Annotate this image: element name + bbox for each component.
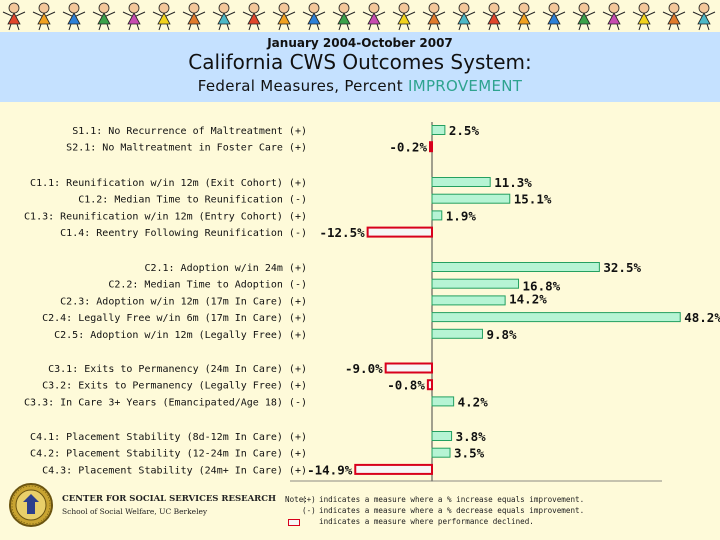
bar — [431, 447, 451, 458]
measure-label: C4.1: Placement Stability (8d-12m In Car… — [30, 432, 307, 443]
child-figure-icon — [242, 2, 266, 31]
footnote-symbol: (-) — [302, 506, 316, 515]
child-figure-icon — [692, 2, 716, 31]
child-figure-icon — [122, 2, 146, 31]
measure-label: C2.5: Adoption w/in 12m (Legally Free) (… — [54, 330, 307, 341]
measure-label: S1.1: No Recurrence of Maltreatment (+) — [72, 126, 307, 137]
kids-banner — [2, 2, 716, 31]
child-figure-icon — [182, 2, 206, 31]
child-figure-icon — [212, 2, 236, 31]
value-label: -9.0% — [345, 361, 383, 376]
bar — [431, 210, 443, 221]
bar — [431, 262, 600, 272]
value-label: 15.1% — [514, 192, 552, 207]
footer-org: CENTER FOR SOCIAL SERVICES RESEARCH — [62, 494, 277, 504]
bar — [366, 226, 433, 238]
value-label: 3.8% — [456, 429, 487, 444]
child-figure-icon — [152, 2, 176, 31]
value-label: 3.5% — [454, 446, 485, 461]
bar — [431, 177, 491, 187]
value-label: 11.3% — [494, 175, 532, 190]
child-figure-icon — [452, 2, 476, 31]
bar — [431, 312, 681, 323]
child-figure-icon — [632, 2, 656, 31]
value-label: 32.5% — [603, 260, 641, 275]
measure-label: C1.3: Reunification w/in 12m (Entry Coho… — [24, 211, 307, 222]
bar — [384, 362, 433, 374]
child-figure-icon — [422, 2, 446, 31]
child-figure-icon — [302, 2, 326, 31]
page-title: California CWS Outcomes System: — [188, 50, 532, 74]
child-figure-icon — [602, 2, 626, 31]
subtitle-prefix: Federal Measures, Percent — [197, 77, 408, 95]
measure-label: C3.2: Exits to Permanency (Legally Free)… — [42, 381, 307, 392]
measure-label: C3.1: Exits to Permanency (24m In Care) … — [48, 364, 307, 375]
value-label: 4.2% — [458, 394, 489, 409]
declined-key-icon — [288, 519, 300, 526]
bar — [431, 431, 453, 441]
measure-label: C2.2: Median Time to Adoption (-) — [108, 280, 307, 291]
child-figure-icon — [392, 2, 416, 31]
child-figure-icon — [332, 2, 356, 31]
child-figure-icon — [2, 2, 26, 31]
value-label: 1.9% — [446, 208, 477, 223]
bar — [354, 463, 434, 475]
bar — [431, 295, 506, 306]
footnote-text: indicates a measure where performance de… — [319, 517, 534, 526]
value-label: 2.5% — [449, 123, 480, 138]
footnote-text: indicates a measure where a % increase e… — [319, 495, 585, 504]
value-label: -0.8% — [387, 378, 425, 393]
child-figure-icon — [512, 2, 536, 31]
bar — [429, 141, 433, 153]
bar — [426, 379, 434, 391]
value-label: 14.2% — [509, 291, 547, 306]
child-figure-icon — [272, 2, 296, 31]
measure-label: C2.4: Legally Free w/in 6m (17m In Care)… — [42, 313, 307, 324]
child-figure-icon — [542, 2, 566, 31]
measure-label: C1.2: Median Time to Reunification (-) — [78, 195, 307, 206]
measure-label: C2.3: Adoption w/in 12m (17m In Care) (+… — [60, 296, 307, 307]
bar — [431, 125, 446, 135]
child-figure-icon — [362, 2, 386, 31]
bar — [431, 193, 511, 204]
footnote-symbol: (+) — [302, 495, 316, 504]
date-range: January 2004-October 2007 — [267, 36, 453, 50]
child-figure-icon — [32, 2, 56, 31]
value-label: 9.8% — [486, 327, 517, 342]
bar — [431, 278, 520, 289]
child-figure-icon — [62, 2, 86, 31]
child-figure-icon — [662, 2, 686, 31]
value-label: -12.5% — [319, 225, 365, 240]
value-label: -0.2% — [389, 140, 427, 155]
child-figure-icon — [92, 2, 116, 31]
header-band: January 2004-October 2007 California CWS… — [0, 32, 720, 102]
value-label: 16.8% — [523, 279, 561, 294]
footnote-text: indicates a measure where a % decrease e… — [319, 506, 585, 515]
measure-label: C3.3: In Care 3+ Years (Emancipated/Age … — [24, 397, 307, 408]
footer-school: School of Social Welfare, UC Berkeley — [62, 507, 208, 516]
footnote-prefix: Note: — [285, 495, 308, 504]
child-figure-icon — [572, 2, 596, 31]
measure-label: C4.2: Placement Stability (12-24m In Car… — [30, 449, 307, 460]
child-figure-icon — [482, 2, 506, 31]
bar — [431, 396, 455, 407]
measure-label: C2.1: Adoption w/in 24m (+) — [144, 263, 307, 274]
uc-berkeley-seal-icon — [9, 483, 53, 527]
measure-label: C1.4: Reentry Following Reunification (-… — [60, 228, 307, 239]
bar — [431, 328, 483, 339]
value-label: -14.9% — [307, 462, 353, 477]
subtitle-highlight: IMPROVEMENT — [407, 77, 523, 95]
measure-label: C4.3: Placement Stability (24m+ In Care)… — [42, 465, 307, 476]
measure-label: S2.1: No Maltreatment in Foster Care (+) — [66, 143, 307, 154]
measure-label: C1.1: Reunification w/in 12m (Exit Cohor… — [30, 178, 307, 189]
value-label: 48.2% — [684, 310, 720, 325]
page-subtitle: Federal Measures, Percent IMPROVEMENT — [0, 77, 720, 95]
